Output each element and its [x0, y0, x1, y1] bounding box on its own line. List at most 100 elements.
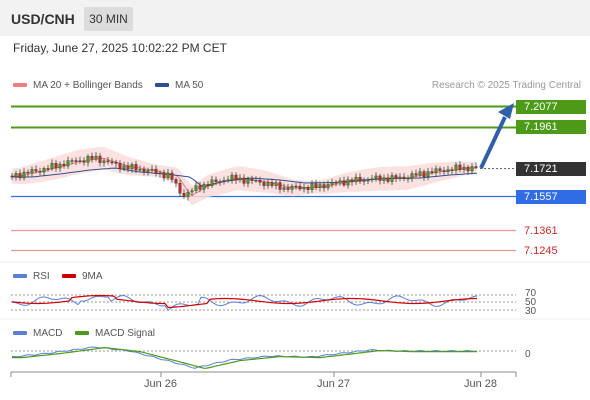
candle-body: [430, 171, 434, 173]
candle-body: [334, 182, 338, 184]
candle-body: [170, 172, 174, 180]
candle-body: [310, 183, 314, 190]
target2-label: 7.2077: [516, 100, 586, 114]
rsi-9ma-line: [11, 294, 477, 309]
candle-body: [426, 171, 430, 177]
candle-body: [46, 168, 50, 170]
candle-body: [38, 171, 42, 173]
macd-signal-line: [12, 346, 477, 369]
candle-body: [218, 181, 222, 183]
ma50-swatch-icon: [155, 83, 169, 88]
candle-body: [274, 182, 278, 186]
candle-body: [398, 176, 402, 179]
legend-ma50-label: MA 50: [175, 80, 204, 91]
research-credit: Research © 2025 Trading Central: [431, 80, 581, 91]
price-candles: [10, 152, 478, 201]
candle-body: [154, 168, 158, 174]
candle-body: [174, 179, 178, 184]
candle-body: [354, 176, 358, 183]
candle-body: [50, 163, 54, 169]
candle-body: [142, 169, 146, 172]
candle-body: [286, 187, 290, 190]
candle-body: [130, 164, 134, 170]
candle-body: [74, 160, 78, 162]
candle-body: [470, 166, 474, 172]
candle-body: [270, 182, 274, 186]
legend-macd: MACD: [13, 328, 62, 339]
candle-body: [166, 172, 170, 179]
candle-body: [230, 174, 234, 181]
macd-zero-label: 0: [525, 349, 531, 360]
candle-body: [158, 172, 162, 174]
candle-body: [70, 160, 74, 162]
rsi-swatch-icon: [13, 274, 27, 279]
candle-body: [62, 163, 66, 167]
candle-body: [242, 177, 246, 184]
current-price-label: 7.1721: [516, 162, 586, 176]
candle-body: [10, 175, 14, 178]
candle-body: [106, 160, 110, 163]
legend-ma50: MA 50: [155, 80, 203, 91]
candle-body: [370, 178, 374, 181]
candle-body: [90, 156, 94, 160]
candle-body: [350, 179, 354, 183]
candle-body: [278, 182, 282, 190]
candle-body: [222, 180, 226, 182]
macd-swatch-icon: [13, 331, 27, 336]
support2-label: 7.1245: [524, 245, 558, 257]
candle-body: [390, 175, 394, 182]
candle-body: [450, 169, 454, 171]
candle-body: [182, 193, 186, 197]
candle-body: [414, 173, 418, 176]
legend-rsi-label: RSI: [33, 271, 50, 282]
candle-body: [262, 182, 266, 186]
candle-body: [118, 163, 122, 170]
candle-body: [386, 177, 390, 182]
candle-body: [446, 169, 450, 173]
candle-body: [306, 187, 310, 190]
candle-body: [474, 166, 478, 168]
candle-body: [206, 183, 210, 186]
candle-body: [134, 164, 138, 171]
candle-body: [234, 174, 238, 181]
x-label-jun28: Jun 28: [464, 378, 498, 390]
candle-body: [190, 190, 194, 193]
rsi-line: [11, 294, 478, 311]
candle-body: [122, 165, 126, 170]
candle-body: [22, 171, 26, 179]
candle-body: [410, 173, 414, 179]
candle-body: [238, 177, 242, 181]
candle-body: [438, 168, 442, 171]
timeframe-button[interactable]: 30 MIN: [84, 7, 133, 31]
candle-body: [30, 169, 34, 174]
legend-macd-signal-label: MACD Signal: [95, 328, 156, 339]
candle-body: [82, 160, 86, 163]
candle-body: [458, 164, 462, 170]
candle-body: [322, 184, 326, 189]
legend-rsi-9ma: 9MA: [62, 271, 103, 282]
header-bar: USD/CNH 30 MIN: [0, 0, 590, 36]
candle-body: [210, 179, 214, 186]
candle-body: [434, 168, 438, 173]
forecast-arrow-icon: [498, 103, 514, 119]
candle-body: [418, 171, 422, 176]
candle-body: [94, 155, 98, 160]
candle-body: [466, 166, 470, 172]
candle-body: [42, 168, 46, 173]
candle-body: [66, 160, 70, 167]
candle-body: [382, 177, 386, 181]
candle-body: [394, 175, 398, 179]
candle-body: [226, 179, 230, 182]
candle-body: [186, 191, 190, 197]
macd-signal-swatch-icon: [75, 331, 89, 336]
candle-body: [442, 170, 446, 173]
candle-body: [162, 172, 166, 179]
candle-body: [214, 179, 218, 182]
candle-body: [78, 160, 82, 162]
candle-body: [406, 177, 410, 180]
candle-body: [314, 183, 318, 188]
candle-body: [198, 185, 202, 190]
candle-body: [34, 169, 38, 172]
legend-rsi-9ma-label: 9MA: [82, 271, 103, 282]
